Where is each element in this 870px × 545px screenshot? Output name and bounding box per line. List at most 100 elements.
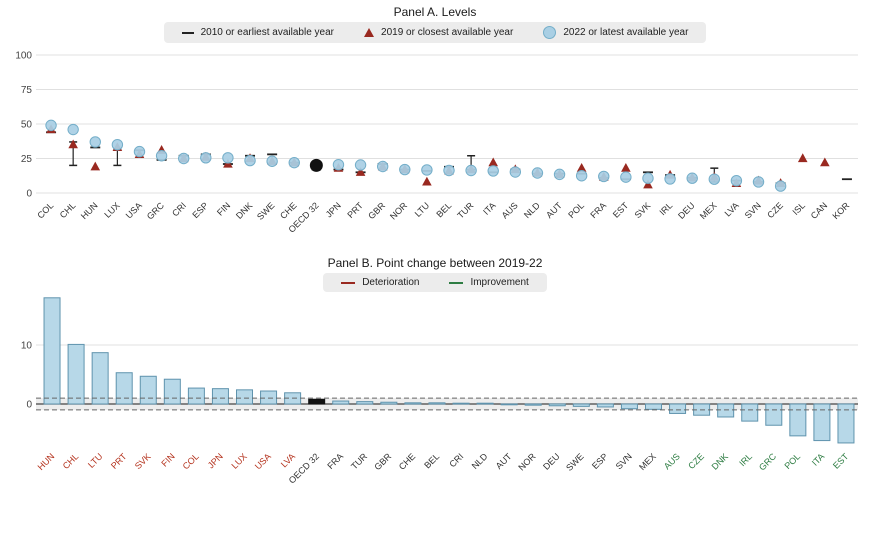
x-tick-label: AUT — [544, 200, 564, 220]
legend-label-2019: 2019 or closest available year — [381, 27, 514, 38]
country-group-ISL: ISL — [791, 153, 808, 217]
panel-a-title: Panel A. Levels — [393, 5, 477, 19]
bar — [645, 403, 662, 410]
bar — [356, 401, 374, 405]
panel-a-chart: 0 25 50 75 100 COL CHL HUN LUX USA GRC CRI ESP FIN DNK… — [15, 51, 858, 235]
marker-2022-circle — [642, 172, 654, 184]
y-tick-label: 10 — [21, 341, 33, 352]
bar-group-TUR: TUR — [349, 401, 374, 471]
bar-group-HUN: HUN — [36, 297, 61, 472]
marker-2019-triangle — [68, 139, 78, 149]
marker-2022-circle — [487, 165, 499, 177]
country-group-CHE: CHE — [278, 156, 300, 221]
marker-2022-circle — [531, 167, 544, 179]
country-group-KOR: KOR — [830, 178, 852, 221]
bar — [572, 403, 590, 407]
bar — [669, 403, 687, 414]
y-tick-label: 50 — [21, 120, 33, 131]
bar-group-SWE: SWE — [564, 403, 590, 473]
bar — [91, 352, 109, 405]
x-tick-label: TUR — [455, 200, 476, 221]
x-tick-label: DEU — [676, 200, 697, 221]
bar-group-BEL: BEL — [422, 402, 446, 470]
x-tick-label: SVN — [743, 200, 763, 220]
country-group-USA: USA — [124, 145, 146, 221]
bar — [308, 398, 326, 405]
bar — [717, 403, 735, 418]
x-tick-label: SWE — [564, 451, 586, 473]
x-tick-label: GBR — [366, 200, 387, 221]
bar-group-FIN: FIN — [159, 378, 181, 469]
x-tick-label: ESP — [190, 200, 210, 220]
legend-item-improvement: Improvement — [449, 277, 529, 288]
x-tick-label: MEX — [637, 451, 658, 472]
y-tick-label: 25 — [21, 154, 33, 165]
country-group-JPN: JPN — [324, 159, 345, 219]
country-group-IRL: IRL — [658, 169, 676, 217]
bar-group-CHE: CHE — [397, 402, 422, 472]
bar-group-PRT: PRT — [109, 372, 133, 471]
bar-group-GBR: GBR — [372, 401, 398, 472]
x-tick-label: DNK — [234, 200, 255, 221]
country-group-CRI: CRI — [170, 152, 190, 218]
country-group-DEU: DEU — [676, 172, 698, 221]
bar-group-AUT: AUT — [494, 403, 518, 471]
marker-2022-circle — [465, 164, 477, 177]
country-group-LVA: LVA — [723, 175, 743, 219]
marker-2022-circle — [155, 150, 168, 162]
x-tick-label: BEL — [422, 451, 441, 470]
bar-group-DEU: DEU — [541, 403, 566, 472]
legend-label-deterioration: Deterioration — [362, 277, 420, 288]
x-tick-label: CZE — [765, 200, 785, 220]
bar-group-ESP: ESP — [590, 403, 614, 471]
marker-2022-circle — [67, 123, 79, 136]
bar-group-DNK: DNK — [710, 403, 735, 472]
x-tick-label: FIN — [215, 200, 232, 217]
legend-item-deterioration: Deterioration — [341, 277, 419, 288]
bar-group-SVK: SVK — [133, 375, 157, 471]
marker-2022-circle — [730, 175, 743, 187]
country-group-BEL: BEL — [434, 164, 455, 219]
bar — [139, 375, 157, 405]
country-group-ESP: ESP — [190, 151, 212, 220]
marker-2022-circle — [354, 159, 367, 171]
x-tick-label: JPN — [206, 451, 225, 470]
country-group-EST: EST — [611, 162, 632, 220]
marker-2022-circle — [598, 170, 610, 183]
x-tick-label: JPN — [324, 200, 343, 219]
bar-group-GRC: GRC — [757, 403, 783, 472]
x-tick-label: POL — [782, 451, 802, 471]
x-tick-label: IRL — [658, 200, 675, 217]
x-tick-label: SWE — [255, 200, 277, 222]
x-tick-label: ISL — [791, 200, 808, 217]
marker-2022-circle — [376, 160, 389, 173]
x-tick-label: CAN — [809, 200, 830, 221]
marker-2022-circle — [89, 136, 101, 148]
x-tick-label: PRT — [345, 200, 365, 220]
x-tick-label: BEL — [434, 200, 453, 219]
marker-2019-triangle — [797, 153, 808, 163]
bar — [260, 390, 278, 405]
bar — [236, 389, 253, 405]
x-tick-label: LTU — [86, 451, 105, 470]
x-tick-label: USA — [253, 451, 273, 471]
country-group-LUX: LUX — [102, 139, 124, 220]
x-tick-label: GBR — [372, 451, 393, 472]
x-tick-label: POL — [566, 200, 586, 220]
country-group-GBR: GBR — [366, 160, 389, 221]
legend-label-improvement: Improvement — [470, 277, 529, 288]
bar — [380, 401, 398, 405]
x-tick-label: HUN — [79, 200, 100, 221]
bar — [428, 402, 446, 405]
x-tick-label: IRL — [737, 451, 754, 468]
x-tick-label: ITA — [481, 200, 498, 217]
x-tick-label: CRI — [447, 451, 465, 469]
country-group-TUR: TUR — [455, 154, 477, 221]
y-tick-label: 0 — [26, 189, 32, 200]
country-group-NLD: NLD — [522, 167, 544, 220]
country-group-OECD 32: OECD 32 — [286, 158, 323, 235]
x-tick-label: FRA — [325, 451, 345, 471]
bar — [813, 403, 831, 442]
legend-label-2022: 2022 or latest available year — [563, 27, 689, 38]
marker-2022-circle — [133, 145, 146, 158]
